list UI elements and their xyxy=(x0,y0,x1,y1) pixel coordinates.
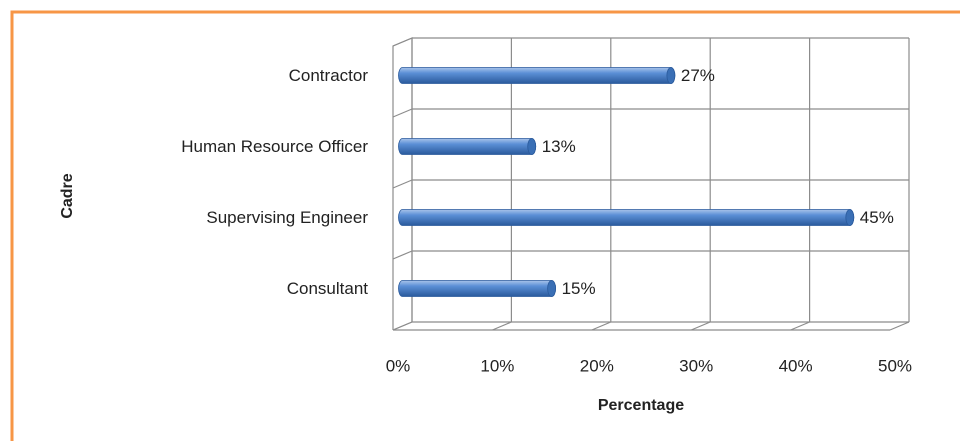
bar xyxy=(398,67,676,84)
wall-left-edge xyxy=(392,37,413,47)
wall-left-edge xyxy=(392,108,413,118)
floor-line xyxy=(790,321,810,331)
x-tick-label: 10% xyxy=(480,356,514,375)
y-tick-label: Supervising Engineer xyxy=(206,208,368,227)
frame-border xyxy=(10,10,960,441)
floor-line xyxy=(889,321,910,331)
bar xyxy=(398,209,855,226)
y-tick-label: Consultant xyxy=(287,279,369,298)
y-axis-title: Cadre xyxy=(59,173,76,218)
data-label: 13% xyxy=(542,137,576,156)
x-tick-label: 50% xyxy=(878,356,912,375)
floor-line xyxy=(591,321,612,331)
bar-cap xyxy=(547,280,556,297)
x-tick-label: 30% xyxy=(679,356,713,375)
wall-left-edge xyxy=(392,250,413,260)
data-label: 27% xyxy=(681,66,715,85)
x-tick-label: 0% xyxy=(386,356,411,375)
x-tick-label: 20% xyxy=(580,356,614,375)
x-axis-title: Percentage xyxy=(598,397,684,414)
bar xyxy=(398,138,537,155)
y-tick-label: Contractor xyxy=(289,66,369,85)
data-label: 15% xyxy=(562,279,596,298)
floor-line xyxy=(392,321,413,331)
wall-left-edge xyxy=(392,179,413,189)
x-tick-label: 40% xyxy=(779,356,813,375)
bar-cap xyxy=(845,209,855,226)
data-label: 45% xyxy=(860,208,894,227)
floor-line xyxy=(492,321,512,331)
bar-cap xyxy=(666,67,676,84)
bar-cap xyxy=(527,138,537,155)
bar xyxy=(398,280,556,297)
y-tick-label: Human Resource Officer xyxy=(181,137,368,156)
floor-line xyxy=(690,321,711,331)
